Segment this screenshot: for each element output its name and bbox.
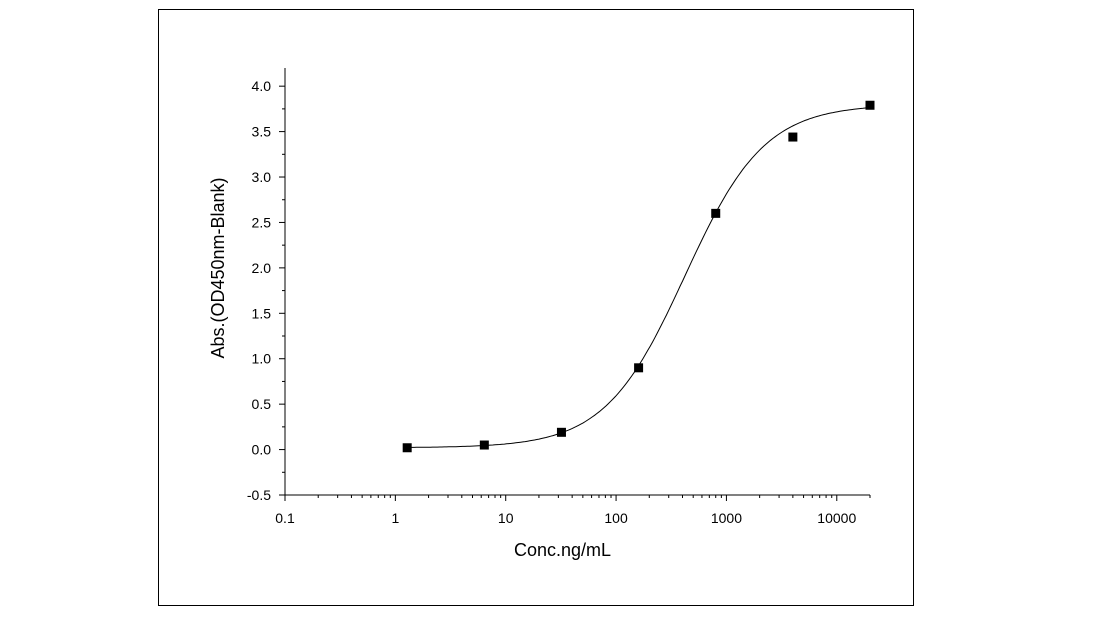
axes [279,68,871,501]
data-point [556,427,566,437]
data-points [402,100,875,453]
y-tick-label: 1.0 [252,351,272,367]
data-point [479,440,489,450]
y-tick-label: 2.5 [252,214,272,230]
data-point [865,100,875,110]
x-axis-title: Conc.ng/mL [514,540,611,560]
data-point [402,443,412,453]
data-point [711,208,721,218]
x-tick-label: 0.1 [275,510,295,526]
fit-curve [407,107,871,448]
fit-curve-group [407,107,871,448]
y-tick-label: 3.0 [252,169,272,185]
x-tick-label: 10000 [817,510,856,526]
y-axis-title: Abs.(OD450nm-Blank) [208,177,228,358]
chart-frame [158,9,914,606]
x-tick-label: 10 [498,510,514,526]
y-tick-label: 2.0 [252,260,272,276]
y-tick-label: 3.5 [252,124,272,140]
x-tick-label: 100 [604,510,628,526]
axis-labels: -0.5 0.0 0.5 1.0 1.5 2.0 2.5 3.0 3.5 4.0 0.1 1 10 100… [208,78,856,560]
x-tick-label: 1000 [711,510,742,526]
y-tick-label: 4.0 [252,78,272,94]
y-tick-label: 1.5 [252,305,272,321]
x-tick-label: 1 [391,510,399,526]
data-point [788,132,798,142]
y-tick-label: 0.5 [252,396,272,412]
data-point [634,363,644,373]
y-tick-label: 0.0 [252,442,272,458]
y-tick-label: -0.5 [247,487,271,503]
